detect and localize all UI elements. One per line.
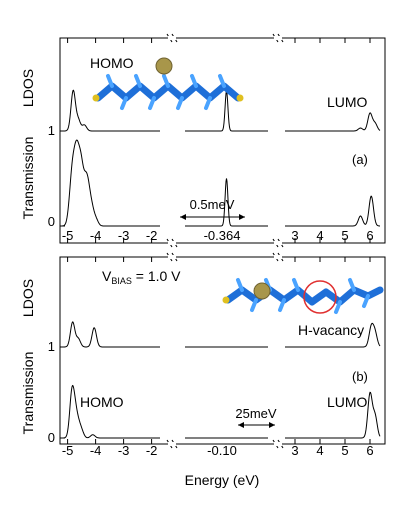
x-tick-label: -4	[90, 228, 102, 243]
x-tick-label: 5	[341, 228, 348, 243]
ylabel-transmission-a: Transmission	[20, 137, 36, 220]
x-tick-label: -2	[146, 443, 158, 458]
x-tick-label: 6	[366, 443, 373, 458]
ldos-line	[62, 89, 160, 132]
xtick-center-b: -0.10	[207, 443, 237, 458]
x-tick-label: -3	[118, 228, 130, 243]
scale-bar-b: 25meV	[235, 406, 277, 428]
lumo-label-b: LUMO	[327, 394, 368, 410]
homo-label-b: HOMO	[80, 394, 124, 410]
scale-bar-a: 0.5meV	[180, 197, 245, 220]
homo-label-a: HOMO	[90, 55, 134, 71]
panel-b-label: (b)	[352, 369, 368, 384]
transmission-line	[285, 391, 381, 439]
ytick-a-0: 0	[48, 214, 55, 229]
panel-a-label: (a)	[352, 152, 368, 167]
ytick-b-0: 0	[48, 430, 55, 445]
x-axis-label: Energy (eV)	[185, 472, 260, 488]
x-tick-label: 3	[291, 443, 298, 458]
x-tick-label: 5	[341, 443, 348, 458]
ytick-a-1: 1	[48, 123, 55, 138]
transmission-line	[285, 195, 380, 227]
x-tick-label: -3	[118, 443, 130, 458]
lumo-label-a: LUMO	[327, 94, 368, 110]
x-tick-label: 4	[316, 443, 323, 458]
molecule-b-illustration	[222, 278, 384, 314]
x-tick-label: -4	[90, 443, 102, 458]
x-tick-label: 6	[366, 228, 373, 243]
x-tick-label: -5	[62, 443, 74, 458]
h-vacancy-label: H-vacancy	[298, 322, 364, 338]
ldos-line	[62, 321, 160, 348]
xtick-center-a: -0.364	[204, 228, 241, 243]
bias-label: VBIAS = 1.0 V	[102, 268, 181, 286]
h-vacancy-marker	[303, 280, 337, 314]
scale-label-a: 0.5meV	[190, 197, 235, 212]
x-tick-label: 3	[291, 228, 298, 243]
panel-b-series	[62, 321, 381, 439]
panel-b-frame	[59, 256, 386, 445]
ldos-line	[285, 322, 381, 348]
panel-a-frame	[59, 37, 386, 244]
ylabel-transmission-b: Transmission	[20, 352, 36, 435]
x-tick-label: -5	[62, 228, 74, 243]
scale-label-b: 25meV	[235, 406, 277, 421]
axis-break-masks	[168, 36, 282, 446]
ytick-b-1: 1	[48, 339, 55, 354]
ylabel-ldos-a: LDOS	[20, 69, 36, 107]
x-ticks: -5 -4 -3 -2 3 4 5 6 -5 -4 -3 -2 3 4 5 6	[60, 38, 374, 458]
transmission-line	[61, 139, 160, 227]
ylabel-ldos-b: LDOS	[20, 279, 36, 317]
ldos-line	[285, 112, 381, 132]
x-tick-label: -2	[146, 228, 158, 243]
transmission-line	[62, 384, 160, 439]
molecule-a-illustration	[92, 57, 244, 110]
x-tick-label: 4	[316, 228, 323, 243]
transmission-line	[185, 178, 268, 227]
ldos-line	[185, 90, 268, 132]
